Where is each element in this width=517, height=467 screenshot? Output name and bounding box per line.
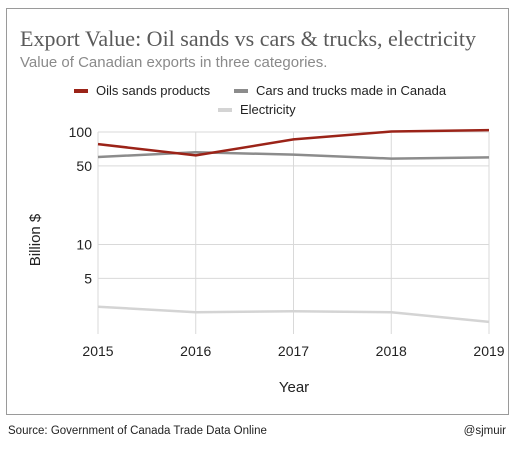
y-tick-labels: 100 50 10 5 bbox=[69, 124, 93, 286]
x-tick-label: 2017 bbox=[278, 343, 309, 359]
x-tick-label: 2019 bbox=[473, 343, 504, 359]
legend-item-oil-sands: Oils sands products bbox=[74, 83, 210, 98]
legend-swatch-oil-sands bbox=[74, 88, 88, 93]
series-line-oils-sands-products bbox=[97, 128, 490, 157]
y-tick-label: 50 bbox=[76, 158, 92, 174]
author-credit: @sjmuir bbox=[463, 425, 506, 437]
x-tick-label: 2018 bbox=[376, 343, 407, 359]
chart-title: Export Value: Oil sands vs cars & trucks… bbox=[20, 26, 476, 51]
x-tick-labels: 2015 2016 2017 2018 2019 bbox=[82, 343, 504, 359]
y-axis-title: Billion $ bbox=[27, 213, 44, 266]
legend-label-oil-sands: Oils sands products bbox=[96, 83, 211, 98]
legend-item-electricity: Electricity bbox=[218, 102, 296, 117]
x-tick-label: 2015 bbox=[82, 343, 113, 359]
x-axis-title: Year bbox=[279, 379, 309, 396]
y-tick-label: 10 bbox=[76, 236, 92, 252]
x-tick-label: 2016 bbox=[180, 343, 211, 359]
legend-item-cars-trucks: Cars and trucks made in Canada bbox=[234, 83, 446, 98]
series-line-cars-and-trucks-made-in-canada bbox=[97, 151, 490, 160]
grid-lines bbox=[97, 131, 490, 334]
legend-swatch-cars-trucks bbox=[234, 88, 248, 93]
legend-label-cars-trucks: Cars and trucks made in Canada bbox=[256, 83, 447, 98]
y-tick-label: 5 bbox=[84, 270, 92, 286]
chart-frame bbox=[6, 8, 509, 415]
legend-label-electricity: Electricity bbox=[240, 102, 296, 117]
legend-swatch-electricity bbox=[218, 107, 232, 112]
source-note: Source: Government of Canada Trade Data … bbox=[8, 425, 267, 437]
series-line-electricity bbox=[97, 305, 490, 324]
chart-subtitle: Value of Canadian exports in three categ… bbox=[20, 54, 328, 71]
series-lines bbox=[97, 128, 490, 324]
y-tick-label: 100 bbox=[69, 124, 93, 140]
